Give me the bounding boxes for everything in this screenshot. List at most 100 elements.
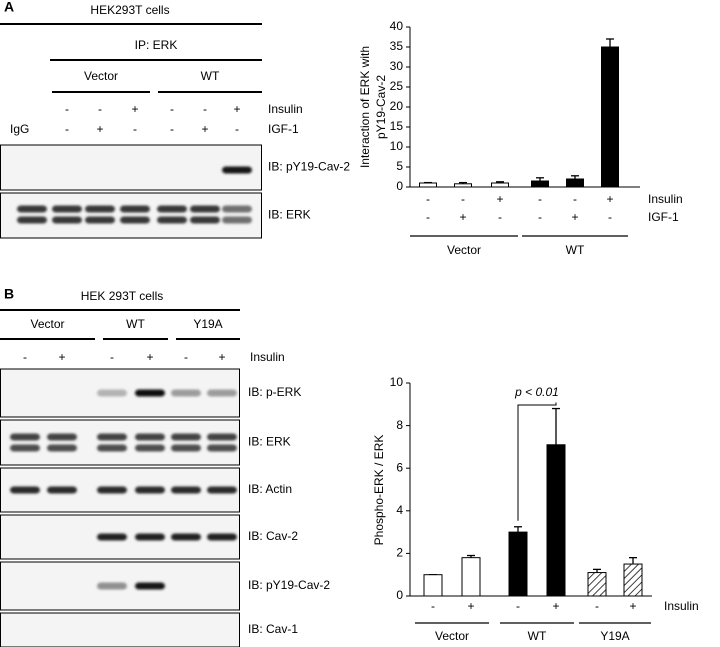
band [97, 444, 127, 452]
band [171, 533, 201, 541]
y-tick-label: 0 [396, 179, 403, 193]
sign: + [552, 599, 559, 613]
sign: - [203, 102, 207, 116]
band [171, 486, 201, 494]
y-tick-label: 40 [390, 19, 404, 33]
group-label: Vector [435, 629, 469, 643]
sign: + [96, 122, 103, 136]
sign: - [516, 599, 520, 613]
blot-label: IB: Cav-1 [248, 622, 298, 636]
band [207, 444, 237, 452]
treatment-label: Insulin [268, 102, 303, 116]
y-tick-label: 30 [390, 59, 404, 73]
band [222, 216, 252, 224]
y-tick-label: 4 [396, 503, 403, 517]
group-label: Vector [84, 69, 118, 83]
sign: + [201, 122, 208, 136]
treatment-label: IGF-1 [648, 210, 679, 224]
sign: - [538, 192, 542, 206]
group-label: Vector [447, 243, 481, 257]
band [17, 216, 47, 224]
sign: + [218, 350, 225, 364]
y-axis-label: Phospho-ERK / ERK [372, 435, 386, 546]
panel-label: B [4, 286, 14, 302]
group-label: Vector [30, 317, 64, 331]
sign: + [571, 210, 578, 224]
band [135, 533, 165, 541]
y-tick-label: 2 [396, 546, 403, 560]
sign: + [629, 599, 636, 613]
band [157, 216, 187, 224]
sign: - [595, 599, 599, 613]
band [97, 582, 127, 590]
band [171, 433, 201, 441]
sign: - [461, 192, 465, 206]
y-tick-label: 15 [390, 119, 404, 133]
cell-line: HEK 293T cells [81, 289, 163, 303]
bar [601, 46, 619, 188]
sign: - [573, 192, 577, 206]
band [207, 433, 237, 441]
sign: + [496, 192, 503, 206]
lane-label: IgG [10, 122, 29, 136]
band [190, 216, 220, 224]
blot-label: IB: Cav-2 [248, 529, 298, 543]
band [135, 582, 165, 590]
y-tick-label: 8 [396, 418, 403, 432]
bar [461, 557, 481, 597]
blot-label: IB: pY19-Cav-2 [268, 160, 350, 174]
sign: - [184, 350, 188, 364]
blot [0, 192, 262, 239]
y-tick-label: 0 [396, 588, 403, 602]
blot-label: IB: pY19-Cav-2 [248, 578, 330, 592]
y-tick-label: 5 [396, 159, 403, 173]
band [135, 444, 165, 452]
sign: - [426, 210, 430, 224]
band [207, 533, 237, 541]
sign: - [170, 102, 174, 116]
band [97, 389, 127, 397]
sign: - [235, 122, 239, 136]
sign: + [606, 192, 613, 206]
band [157, 205, 187, 213]
bar [491, 182, 509, 188]
sign: - [608, 210, 612, 224]
ip-label: IP: ERK [135, 38, 178, 52]
sign: + [146, 350, 153, 364]
cell-line: HEK293T cells [90, 3, 169, 17]
y-axis-label: Interaction of ERK with [358, 46, 372, 168]
bar [623, 563, 643, 597]
sign: - [110, 350, 114, 364]
y-tick-label: 25 [390, 79, 404, 93]
band [190, 205, 220, 213]
bar [423, 574, 443, 597]
sign: - [133, 122, 137, 136]
band [17, 205, 47, 213]
treatment-label: IGF-1 [268, 122, 299, 136]
y-tick-label: 6 [396, 460, 403, 474]
bar [566, 178, 584, 188]
blot [0, 612, 240, 647]
sign: + [233, 102, 240, 116]
blot-label: IB: Actin [248, 482, 292, 496]
band [171, 444, 201, 452]
band [97, 486, 127, 494]
sign: + [459, 210, 466, 224]
group-label: WT [126, 317, 145, 331]
band [10, 433, 40, 441]
y-tick-label: 20 [390, 99, 404, 113]
band [222, 205, 252, 213]
bar [508, 531, 528, 597]
significance-bracket [517, 402, 557, 521]
band [85, 216, 115, 224]
y-tick-label: 10 [390, 375, 404, 389]
band [207, 389, 237, 397]
group-label: Y19A [600, 629, 629, 643]
band [135, 389, 165, 397]
band [120, 216, 150, 224]
annotation: p < 0.01 [514, 385, 559, 399]
y-tick-label: 10 [390, 139, 404, 153]
band [171, 389, 201, 397]
group-label: Y19A [193, 317, 222, 331]
